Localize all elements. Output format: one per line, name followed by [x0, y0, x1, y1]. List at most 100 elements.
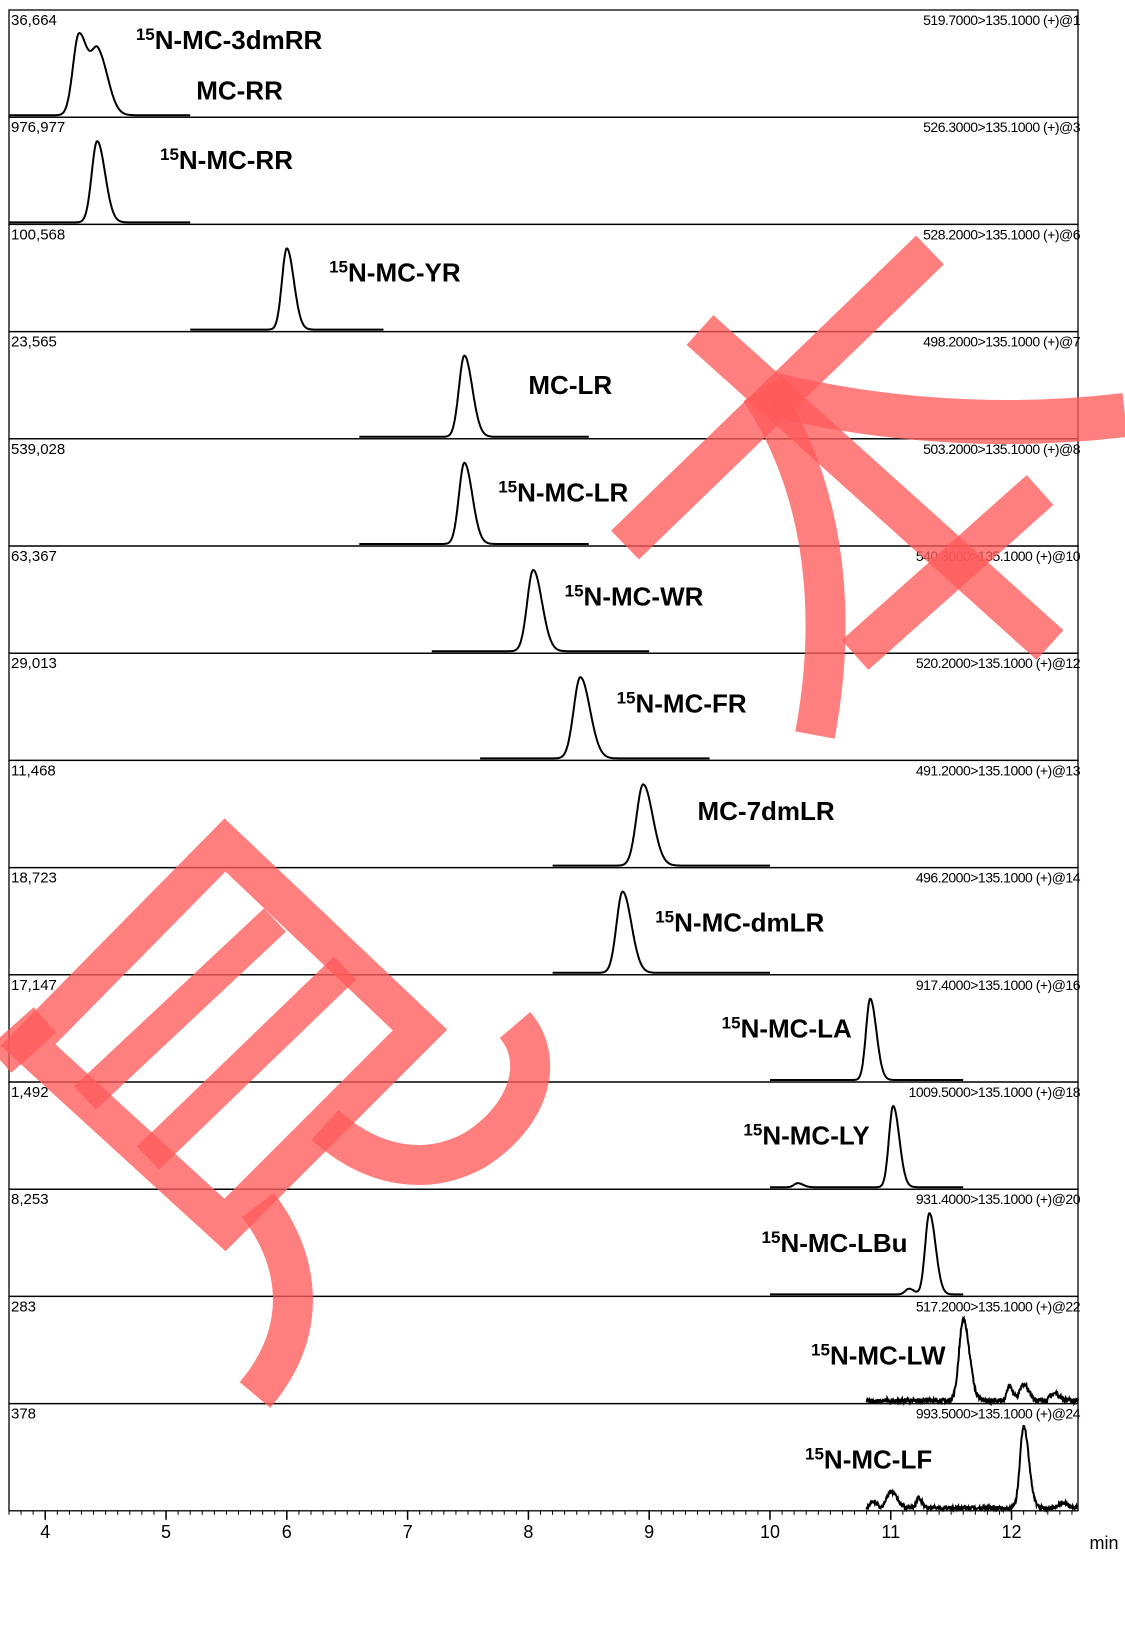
compound-name: N-MC-LF	[824, 1444, 932, 1474]
isotope-superscript: 15	[160, 145, 179, 164]
mrm-transition-label: 517.2000>135.1000 (+)@22	[916, 1298, 1081, 1314]
compound-name: N-MC-WR	[584, 581, 704, 611]
x-tick-label: 5	[161, 1522, 171, 1542]
watermark-stroke	[769, 373, 1125, 445]
chromatogram-trace	[770, 1104, 964, 1189]
max-intensity-label: 100,568	[11, 226, 65, 243]
compound-name: N-MC-LA	[741, 1013, 852, 1043]
compound-name: N-MC-RR	[179, 145, 293, 175]
chromatogram-panel: 976,977 526.3000>135.1000 (+)@3 15N-MC-RR	[8, 116, 1081, 226]
compound-label: MC-LR	[528, 370, 612, 400]
chromatogram-trace	[552, 890, 770, 974]
mrm-transition-label: 498.2000>135.1000 (+)@7	[923, 334, 1081, 350]
watermark-jian	[0, 818, 551, 1408]
chromatogram-panel: 36,664 519.7000>135.1000 (+)@1 15N-MC-3dmR…	[8, 9, 1081, 118]
compound-label: 15N-MC-LA	[722, 1013, 852, 1043]
chromatogram-trace	[552, 783, 770, 867]
watermark-stroke	[136, 956, 357, 1170]
x-axis-unit: min	[1089, 1533, 1118, 1553]
mrm-transition-label: 519.7000>135.1000 (+)@1	[923, 12, 1081, 28]
compound-label: 15N-MC-LY	[743, 1121, 869, 1151]
x-tick-label: 6	[282, 1522, 292, 1542]
isotope-superscript: 15	[811, 1340, 830, 1359]
chromatogram-trace	[431, 569, 650, 653]
panel-frame	[8, 1402, 1079, 1512]
chromatogram-panel: 283 517.2000>135.1000 (+)@22 15N-MC-LW	[8, 1295, 1081, 1407]
mrm-transition-label: 917.4000>135.1000 (+)@16	[916, 977, 1081, 993]
compound-name: N-MC-3dmRR	[155, 25, 323, 55]
compound-label: 15N-MC-RR	[160, 145, 293, 175]
compound-name: MC-7dmLR	[698, 796, 835, 826]
watermark-stroke	[841, 475, 1054, 670]
chromatogram-trace	[865, 1425, 1079, 1514]
isotope-superscript: 15	[743, 1121, 762, 1140]
max-intensity-label: 378	[11, 1406, 36, 1423]
compound-label: 15N-MC-LW	[811, 1340, 946, 1370]
chromatogram-panel: 1,492 1009.5000>135.1000 (+)@18 15N-MC-LY	[8, 1081, 1081, 1190]
compound-label: 15N-MC-LR	[498, 477, 628, 507]
compound-name: N-MC-LBu	[780, 1228, 907, 1258]
compound-name: MC-LR	[528, 370, 612, 400]
chromatogram-trace	[770, 997, 964, 1081]
isotope-superscript: 15	[655, 907, 674, 926]
compound-name: N-MC-LR	[517, 477, 628, 507]
mrm-transition-label: 1009.5000>135.1000 (+)@18	[909, 1084, 1081, 1100]
chromatogram-panel: 29,013 520.2000>135.1000 (+)@12 15N-MC-FR	[8, 652, 1081, 762]
max-intensity-label: 18,723	[11, 870, 57, 887]
chromatogram-panel: 539,028 503.2000>135.1000 (+)@8 15N-MC-LR	[8, 438, 1081, 547]
chromatogram-panel: 18,723 496.2000>135.1000 (+)@14 15N-MC-dmL…	[8, 866, 1081, 976]
watermark-stroke	[311, 1011, 551, 1185]
compound-name: N-MC-YR	[348, 258, 461, 288]
compound-label: 15N-MC-FR	[617, 689, 747, 719]
compound-label: 15N-MC-dmLR	[655, 907, 824, 937]
watermark-stroke	[239, 1192, 313, 1408]
mrm-transition-label: 528.2000>135.1000 (+)@6	[923, 226, 1081, 242]
isotope-superscript: 15	[329, 258, 348, 277]
compound-name: N-MC-dmLR	[674, 907, 824, 937]
compound-label: 15N-MC-LF	[805, 1444, 932, 1474]
compound-label: 15N-MC-3dmRR	[136, 25, 323, 55]
mrm-transition-label: 491.2000>135.1000 (+)@13	[916, 762, 1081, 778]
max-intensity-label: 36,664	[11, 12, 57, 29]
max-intensity-label: 8,253	[11, 1191, 49, 1208]
x-tick-label: 8	[523, 1522, 533, 1542]
watermark-stroke	[74, 908, 286, 1110]
max-intensity-label: 976,977	[11, 119, 65, 136]
max-intensity-label: 17,147	[11, 977, 57, 994]
chromatogram-trace	[9, 32, 191, 117]
isotope-superscript: 15	[565, 581, 584, 600]
isotope-superscript: 15	[762, 1228, 781, 1247]
isotope-superscript: 15	[805, 1444, 824, 1463]
chromatogram-trace	[359, 461, 589, 545]
watermark-stroke	[743, 378, 846, 739]
mrm-transition-label: 931.4000>135.1000 (+)@20	[916, 1191, 1081, 1207]
x-tick-label: 12	[1002, 1522, 1022, 1542]
isotope-superscript: 15	[617, 689, 636, 708]
isotope-superscript: 15	[136, 25, 155, 44]
compound-label: 15N-MC-LBu	[762, 1228, 908, 1258]
compound-name: N-MC-LY	[762, 1121, 869, 1151]
chromatogram-panels: 36,664 519.7000>135.1000 (+)@115N-MC-3dmR…	[8, 9, 1081, 1514]
panel-frame	[8, 116, 1079, 226]
mrm-transition-label: 503.2000>135.1000 (+)@8	[923, 441, 1081, 457]
compound-label: 15N-MC-WR	[565, 581, 704, 611]
chromatogram-trace	[770, 1212, 964, 1296]
max-intensity-label: 283	[11, 1298, 36, 1315]
isotope-superscript: 15	[498, 477, 517, 496]
watermark-ben	[611, 235, 1125, 739]
max-intensity-label: 11,468	[11, 762, 56, 779]
watermark-stamp	[0, 235, 1125, 1408]
compound-name: N-MC-FR	[636, 689, 747, 719]
chromatogram-panel: 11,468 491.2000>135.1000 (+)@13 MC-7dmLR	[8, 759, 1081, 869]
chromatogram-panel: 8,253 931.4000>135.1000 (+)@20 15N-MC-LBu	[8, 1188, 1081, 1298]
chromatogram-trace	[190, 247, 384, 331]
compound-name: N-MC-LW	[830, 1340, 946, 1370]
max-intensity-label: 23,565	[11, 334, 57, 351]
chromatogram-trace	[480, 676, 710, 760]
x-tick-label: 9	[644, 1522, 654, 1542]
max-intensity-label: 29,013	[11, 655, 57, 672]
chromatogram-trace	[865, 1315, 1079, 1407]
isotope-superscript: 15	[722, 1013, 741, 1032]
max-intensity-label: 63,367	[11, 548, 57, 565]
x-tick-label: 10	[760, 1522, 780, 1542]
